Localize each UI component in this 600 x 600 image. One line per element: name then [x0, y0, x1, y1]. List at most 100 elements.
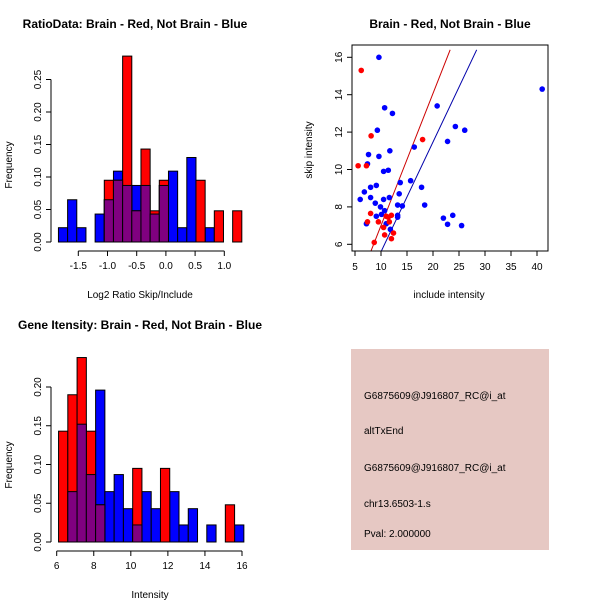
y-tick-label: 0.10 — [33, 167, 44, 187]
point-brain — [364, 219, 371, 225]
x-tick-label: 10 — [375, 262, 387, 273]
point-not-brain — [381, 104, 388, 111]
point-not-brain — [372, 200, 379, 206]
point-brain — [386, 219, 393, 225]
point-not-brain — [399, 203, 406, 209]
y-tick-label: 14 — [334, 89, 345, 101]
x-tick-label: 35 — [505, 262, 517, 273]
x-tick-label: 8 — [91, 561, 97, 572]
y-tick-label: 0.00 — [33, 232, 44, 252]
point-not-brain — [394, 214, 401, 220]
y-tick-label: 10 — [334, 164, 345, 176]
y-tick-label: 12 — [334, 126, 345, 138]
point-not-brain — [361, 189, 368, 195]
intensity-scatter: Brain - Red, Not Brain - Blue include in… — [304, 17, 549, 301]
event-type: altTxEnd — [364, 426, 403, 437]
bar-not-brain — [178, 524, 189, 543]
x-tick-label: 1.0 — [217, 261, 231, 272]
scatter-xlabel: include intensity — [413, 290, 484, 301]
bar-overlap — [149, 213, 160, 243]
ratio-histogram-xlabel: Log2 Ratio Skip/Include — [87, 290, 193, 301]
point-brain — [371, 239, 378, 246]
ratio-histogram-ylabel: Frequency — [4, 141, 15, 188]
point-not-brain — [378, 211, 385, 218]
x-tick-label: 0.0 — [159, 261, 173, 272]
point-not-brain — [440, 215, 447, 221]
x-tick-label: 15 — [401, 262, 413, 273]
point-not-brain — [376, 54, 382, 61]
gene-intensity-title: Gene Itensity: Brain - Red, Not Brain - … — [18, 318, 262, 332]
bar-not-brain — [187, 508, 199, 543]
y-tick-label: 0.15 — [33, 416, 44, 436]
bar-overlap — [132, 524, 143, 543]
point-not-brain — [385, 167, 392, 174]
point-not-brain — [444, 221, 451, 228]
point-not-brain — [407, 177, 414, 184]
point-not-brain — [449, 212, 456, 219]
bar-overlap — [131, 210, 142, 243]
ratio-histogram: RatioData: Brain - Red, Not Brain - Blue… — [4, 17, 248, 301]
point-not-brain — [418, 184, 425, 191]
point-not-brain — [380, 196, 387, 203]
probe-id-2: G6875609@J916807_RC@i_at — [364, 463, 506, 474]
point-not-brain — [386, 194, 393, 201]
x-tick-label: 0.5 — [188, 261, 202, 272]
bar-not-brain — [177, 227, 188, 243]
point-brain — [367, 210, 374, 217]
point-not-brain — [380, 168, 387, 175]
point-brain — [363, 162, 370, 169]
point-not-brain — [365, 151, 372, 158]
y-tick-label: 0.25 — [33, 69, 44, 89]
bar-overlap — [95, 504, 106, 543]
bar-not-brain — [76, 227, 87, 243]
y-tick-label: 16 — [334, 51, 345, 63]
point-brain — [388, 212, 395, 219]
pval: Pval: 2.000000 — [364, 529, 431, 540]
point-not-brain — [421, 202, 428, 208]
point-not-brain — [452, 123, 459, 130]
point-brain — [368, 133, 374, 139]
point-not-brain — [381, 207, 388, 214]
bar-overlap — [103, 199, 114, 243]
bar-not-brain — [104, 491, 115, 543]
x-tick-label: 12 — [162, 561, 174, 572]
point-brain — [355, 162, 361, 169]
point-not-brain — [411, 144, 418, 150]
bar-brain — [58, 430, 69, 543]
bar-overlap — [122, 184, 133, 243]
bar-not-brain — [94, 213, 105, 243]
bar-not-brain — [204, 227, 215, 243]
y-tick-label: 0.05 — [33, 493, 44, 513]
y-tick-label: 0.20 — [33, 377, 44, 397]
point-not-brain — [377, 204, 384, 210]
point-brain — [381, 232, 388, 238]
point-not-brain — [367, 194, 374, 201]
x-tick-label: -1.0 — [99, 261, 117, 272]
x-tick-label: 6 — [54, 561, 60, 572]
point-not-brain — [357, 196, 364, 203]
point-not-brain — [458, 222, 465, 229]
point-not-brain — [387, 226, 394, 233]
x-tick-label: 10 — [125, 561, 137, 572]
bar-overlap — [112, 179, 124, 243]
x-tick-label: 16 — [236, 561, 248, 572]
point-not-brain — [373, 213, 380, 220]
bar-not-brain — [167, 170, 179, 243]
regression-line — [381, 49, 478, 251]
bar-not-brain — [206, 524, 217, 543]
gene-intensity-xlabel: Intensity — [131, 590, 168, 600]
bar-overlap — [140, 184, 151, 243]
point-not-brain — [374, 127, 381, 134]
regression-line — [370, 49, 451, 251]
y-tick-label: 0.00 — [33, 532, 44, 552]
point-not-brain — [376, 153, 382, 160]
point-not-brain — [367, 184, 374, 191]
point-brain — [388, 235, 395, 242]
bar-not-brain — [150, 508, 161, 543]
y-tick-label: 0.15 — [33, 134, 44, 154]
gene-intensity-ylabel: Frequency — [4, 441, 15, 488]
point-not-brain — [373, 182, 380, 189]
point-not-brain — [396, 191, 403, 197]
plot-box — [351, 44, 549, 252]
